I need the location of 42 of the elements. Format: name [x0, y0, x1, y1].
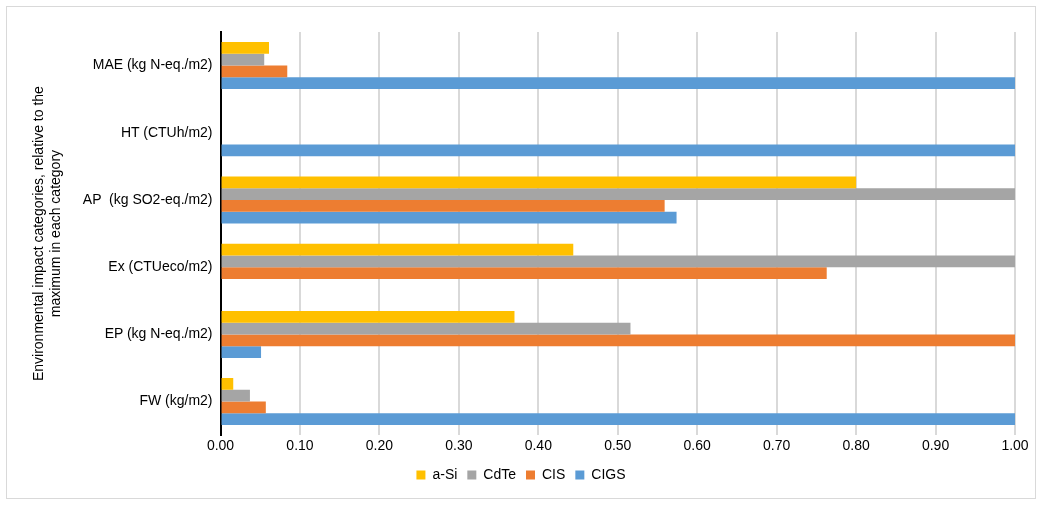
x-tick-label: 0.80 [842, 437, 870, 454]
bar [221, 53, 265, 66]
y-tick-label: HT (CTUh/m2) [121, 123, 213, 140]
bar [221, 255, 1015, 268]
bar [221, 267, 827, 279]
bar [221, 389, 250, 402]
y-axis-title: Environmental impact categories, relative to the maximum in each category [30, 85, 64, 382]
x-tick-label: 0.70 [763, 437, 791, 454]
x-tick-label: 0.50 [604, 437, 632, 454]
legend-label: CdTe [483, 465, 517, 482]
bar [221, 144, 1015, 157]
bar [221, 188, 1015, 200]
bar [221, 401, 266, 414]
bar [221, 176, 857, 189]
x-tick-label: 0.60 [683, 437, 712, 454]
bar [221, 42, 269, 54]
bar [221, 243, 574, 256]
x-tick-label: 1.00 [1001, 437, 1029, 454]
legend-label: CIS [542, 465, 566, 482]
bar [221, 346, 262, 358]
x-tick-label: 0.30 [445, 437, 473, 454]
bar [221, 322, 631, 335]
y-tick-label: MAE (kg N-eq./m2) [92, 56, 213, 73]
y-tick-label: EP (kg N-eq./m2) [104, 325, 213, 342]
bar [221, 211, 677, 224]
y-tick-label: AP (kg SO2-eq./m2) [82, 190, 213, 207]
bar [221, 65, 288, 78]
y-tick-label: Ex (CTUeco/m2) [108, 258, 213, 275]
x-tick-label: 0.90 [921, 437, 950, 454]
bar [221, 200, 665, 212]
bar [221, 378, 234, 390]
x-tick-label: 0.00 [206, 437, 235, 454]
bar [221, 77, 1015, 90]
bar [221, 310, 515, 323]
bar [221, 413, 1015, 426]
x-tick-label: 0.40 [524, 437, 553, 454]
y-tick-label: FW (kg/m2) [139, 392, 213, 409]
x-tick-label: 0.10 [286, 437, 314, 454]
x-tick-label: 0.20 [365, 437, 394, 454]
legend-label: a-Si [432, 465, 458, 482]
bar [221, 334, 1015, 347]
legend-label: CIGS [591, 465, 626, 482]
